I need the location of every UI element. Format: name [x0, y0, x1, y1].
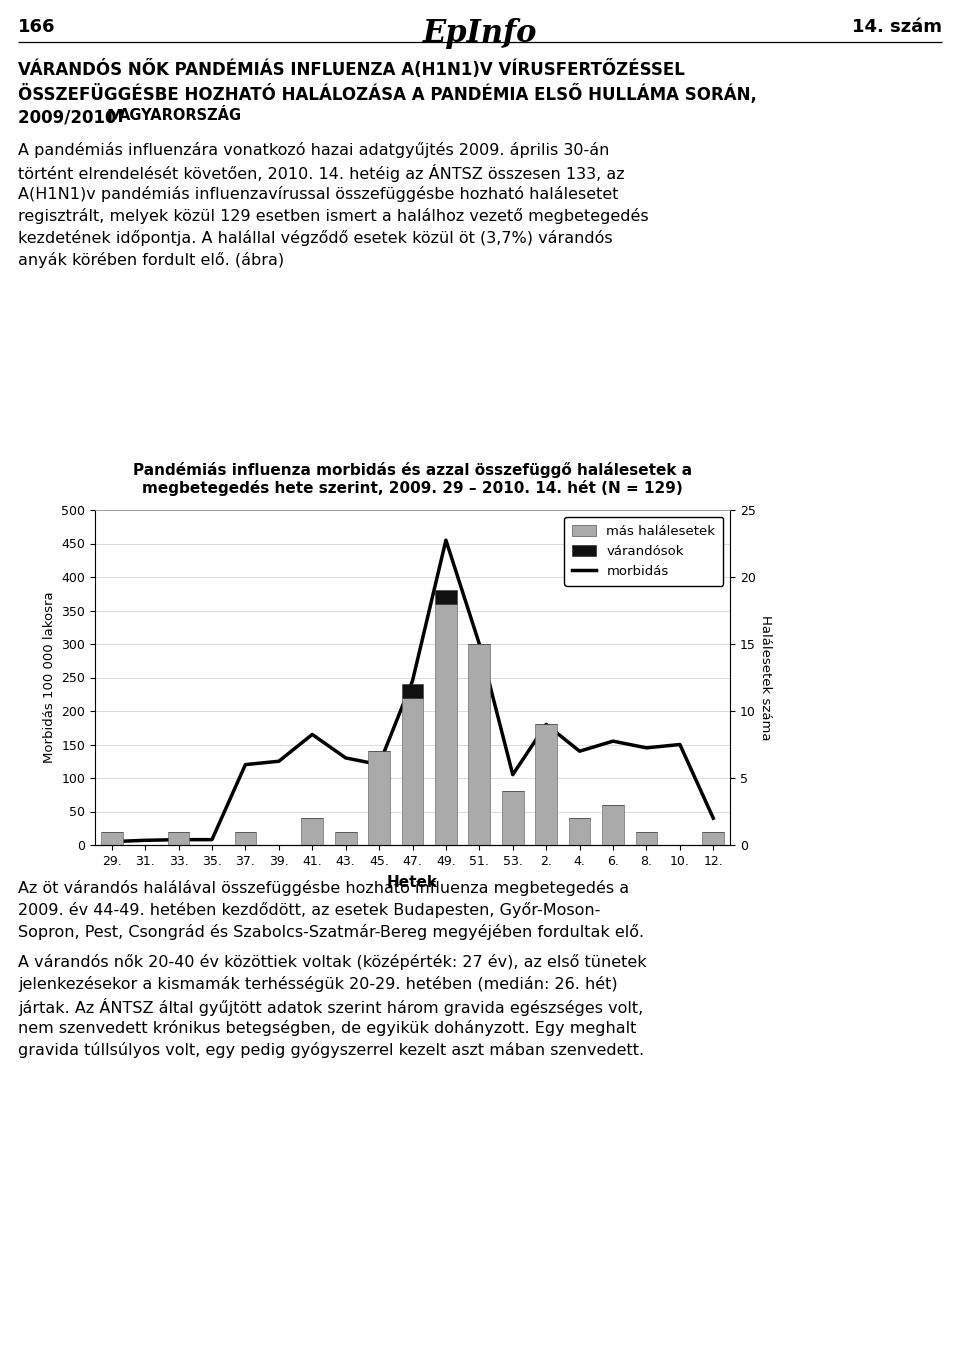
Text: történt elrendelését követően, 2010. 14. hetéig az ÁNTSZ összesen 133, az: történt elrendelését követően, 2010. 14.… — [18, 165, 625, 182]
Bar — [101, 831, 123, 845]
Bar — [234, 831, 256, 845]
Legend: más halálesetek, várandósok, morbidás: más halálesetek, várandósok, morbidás — [564, 517, 724, 586]
Text: jártak. Az ÁNTSZ által gyűjtött adatok szerint három gravida egészséges volt,: jártak. Az ÁNTSZ által gyűjtött adatok s… — [18, 998, 643, 1016]
Bar — [335, 831, 356, 845]
Bar — [568, 819, 590, 845]
Bar — [168, 831, 189, 845]
Bar — [602, 805, 624, 845]
Bar — [468, 645, 491, 845]
Bar — [703, 831, 724, 845]
Text: kezdetének időpontja. A halállal végződő esetek közül öt (3,7%) várandós: kezdetének időpontja. A halállal végződő… — [18, 230, 612, 246]
Text: gravida túllsúlyos volt, egy pedig gyógyszerrel kezelt aszt mában szenvedett.: gravida túllsúlyos volt, egy pedig gyógy… — [18, 1042, 644, 1058]
Text: M: M — [106, 107, 123, 126]
Bar — [435, 604, 457, 845]
Bar — [369, 751, 390, 845]
Bar — [502, 792, 523, 845]
Bar — [401, 684, 423, 698]
Bar — [636, 831, 658, 845]
Text: 14. szám: 14. szám — [852, 18, 942, 35]
Text: anyák körében fordult elő. (ábra): anyák körében fordult elő. (ábra) — [18, 252, 284, 268]
Text: jelenkezésekor a kismamák terhésségük 20-29. hetében (medián: 26. hét): jelenkezésekor a kismamák terhésségük 20… — [18, 976, 617, 991]
Text: A pandémiás influenzára vonatkozó hazai adatgyűjtés 2009. április 30-án: A pandémiás influenzára vonatkozó hazai … — [18, 141, 610, 158]
Text: regisztrált, melyek közül 129 esetben ismert a halálhoz vezető megbetegedés: regisztrált, melyek közül 129 esetben is… — [18, 208, 649, 224]
Text: 2009. év 44-49. hetében kezdődött, az esetek Budapesten, Győr-Moson-: 2009. év 44-49. hetében kezdődött, az es… — [18, 902, 600, 918]
Bar — [435, 590, 457, 604]
Title: Pandémiás influenza morbidás és azzal összefüggő halálesetek a
megbetegedés hete: Pandémiás influenza morbidás és azzal ös… — [132, 462, 692, 496]
Text: AGYARORSZÁG: AGYARORSZÁG — [119, 107, 242, 122]
Text: Az öt várandós halálával összefüggésbe hozható influenza megbetegedés a: Az öt várandós halálával összefüggésbe h… — [18, 880, 629, 896]
Text: nem szenvedett krónikus betegségben, de egyikük dohányzott. Egy meghalt: nem szenvedett krónikus betegségben, de … — [18, 1020, 636, 1036]
Text: VÁRANDÓS NŐK PANDÉMIÁS INFLUENZA A(H1N1)V VÍRUSFERTŐZÉSSEL: VÁRANDÓS NŐK PANDÉMIÁS INFLUENZA A(H1N1)… — [18, 60, 684, 79]
Text: 166: 166 — [18, 18, 56, 35]
Text: 2009/2010: 2009/2010 — [18, 107, 122, 126]
Y-axis label: Morbidás 100 000 lakosra: Morbidás 100 000 lakosra — [43, 592, 56, 763]
Text: A várandós nők 20-40 év közöttiek voltak (középérték: 27 év), az első tünetek: A várandós nők 20-40 év közöttiek voltak… — [18, 953, 647, 970]
Bar — [401, 698, 423, 845]
Bar — [301, 819, 324, 845]
Text: A(H1N1)v pandémiás influenzavírussal összefüggésbe hozható halálesetet: A(H1N1)v pandémiás influenzavírussal öss… — [18, 186, 618, 203]
X-axis label: Hetek: Hetek — [387, 874, 438, 889]
Text: ÖSSZEFÜGGÉSBE HOZHATÓ HALÁLOZÁSA A PANDÉMIA ELSŐ HULLÁMA SORÁN,: ÖSSZEFÜGGÉSBE HOZHATÓ HALÁLOZÁSA A PANDÉ… — [18, 84, 756, 103]
Text: EpInfo: EpInfo — [422, 18, 538, 49]
Bar — [536, 725, 557, 845]
Y-axis label: Halálesetek száma: Halálesetek száma — [759, 615, 772, 740]
Text: Sopron, Pest, Csongrád és Szabolcs-Szatmár-Bereg megyéjében fordultak elő.: Sopron, Pest, Csongrád és Szabolcs-Szatm… — [18, 923, 644, 940]
